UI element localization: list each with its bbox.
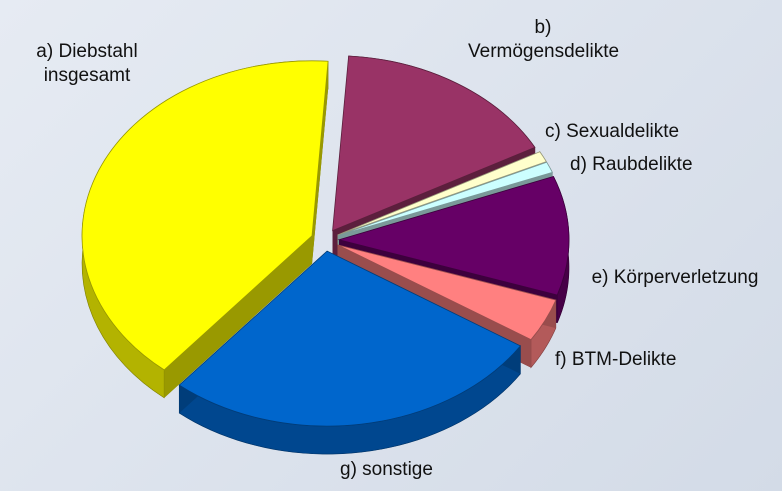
slice-label: f) BTM-Delikte bbox=[555, 349, 677, 370]
slice-side bbox=[164, 235, 313, 398]
slice bbox=[337, 161, 553, 237]
slice-side bbox=[312, 61, 329, 264]
slice bbox=[332, 55, 536, 232]
slice-label: c) Sexualdelikte bbox=[545, 121, 680, 142]
slice-label: g) sonstige bbox=[340, 459, 433, 480]
slice bbox=[337, 175, 570, 296]
slice-label: b) Vermögensdelikte bbox=[468, 17, 620, 62]
slice bbox=[337, 151, 547, 236]
slice bbox=[337, 244, 557, 341]
slice-label: a) Diebstahl insgesamt bbox=[36, 41, 138, 86]
slice bbox=[81, 60, 329, 371]
slice bbox=[178, 250, 522, 427]
slice-label: e) Körperverletzung bbox=[591, 267, 759, 288]
slice-label: d) Raubdelikte bbox=[570, 154, 693, 175]
